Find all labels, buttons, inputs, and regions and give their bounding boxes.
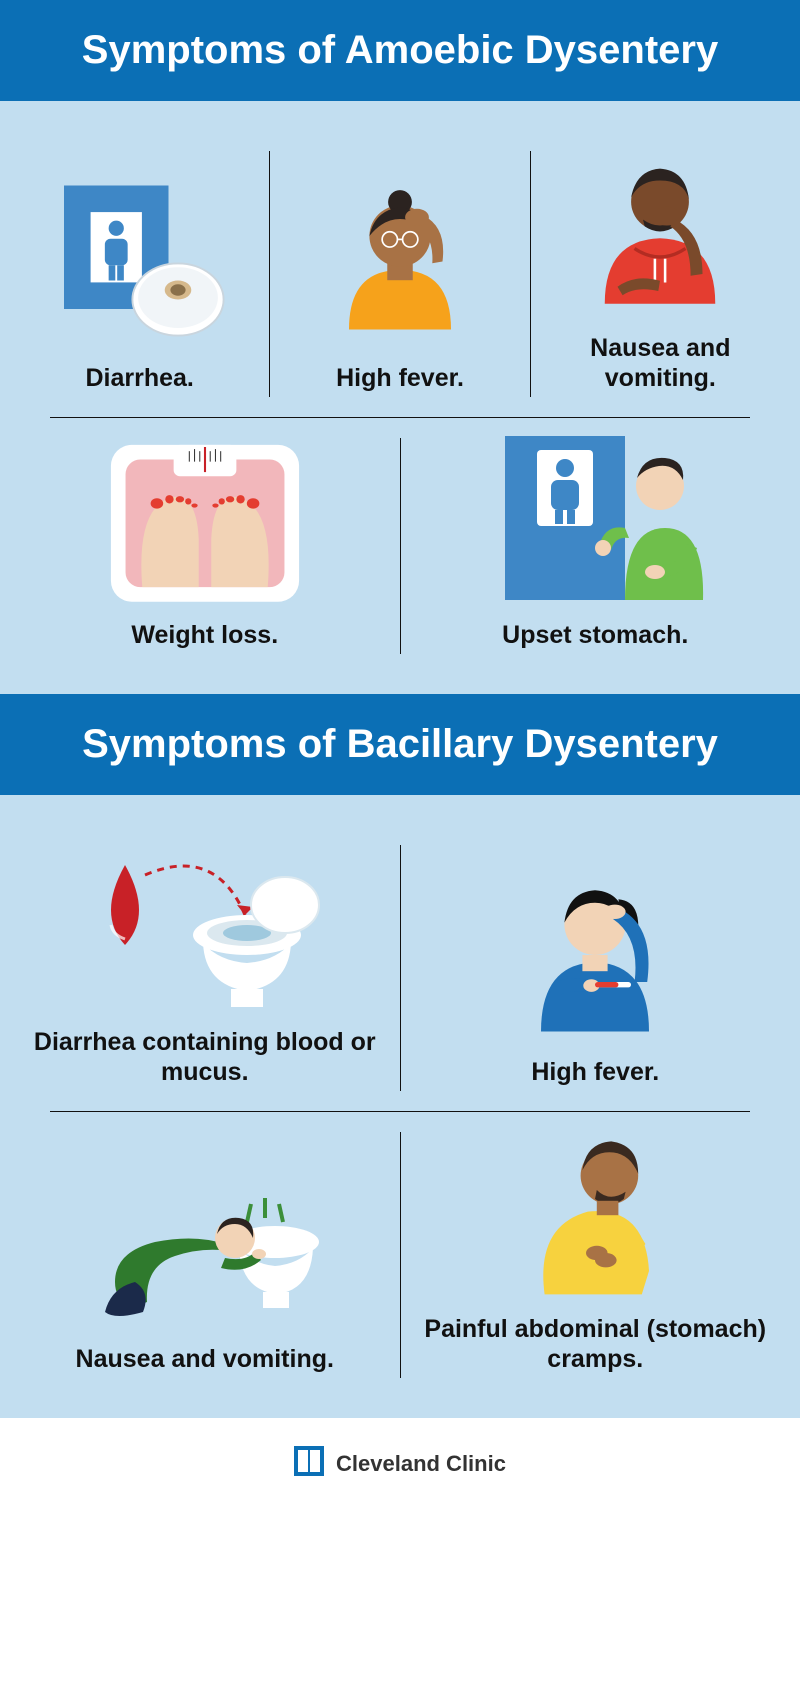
footer: Cleveland Clinic [0, 1418, 800, 1509]
symptom-label: Diarrhea. [85, 363, 193, 393]
symptom-label: Nausea and vomiting. [76, 1344, 334, 1374]
section1-row1: Diarrhea. [10, 131, 790, 417]
symptom-label: Upset stomach. [502, 620, 688, 650]
symptom-cell: Diarrhea. [10, 131, 269, 417]
symptom-cell: Nausea and vomiting. [531, 131, 790, 417]
symptom-cell: Diarrhea containing blood or mucus. [10, 825, 400, 1111]
symptom-label: Painful abdominal (stomach) cramps. [409, 1314, 783, 1374]
section1-header: Symptoms of Amoebic Dysentery [0, 0, 800, 101]
diarrhea-icon [18, 171, 261, 351]
section2-row2: Nausea and vomiting. [10, 1112, 790, 1398]
section2-body: Diarrhea containing blood or mucus. [0, 795, 800, 1418]
fever-icon [278, 171, 521, 351]
symptom-cell: Nausea and vomiting. [10, 1112, 400, 1398]
nausea-icon [539, 141, 782, 321]
vomit-icon [18, 1152, 392, 1332]
section1-body: Diarrhea. [0, 101, 800, 694]
cramps-icon [409, 1122, 783, 1302]
upset-stomach-icon [409, 428, 783, 608]
symptom-label: High fever. [336, 363, 464, 393]
section1-row2: Weight loss. [10, 418, 790, 674]
bloody-diarrhea-icon [18, 835, 392, 1015]
symptom-label: Weight loss. [131, 620, 278, 650]
section1-title: Symptoms of Amoebic Dysentery [82, 28, 718, 72]
section2-title: Symptoms of Bacillary Dysentery [82, 722, 718, 766]
symptom-label: High fever. [531, 1057, 659, 1087]
weight-loss-icon [18, 428, 392, 608]
symptom-cell: Painful abdominal (stomach) cramps. [401, 1112, 791, 1398]
symptom-cell: High fever. [401, 825, 791, 1111]
fever2-icon [409, 865, 783, 1045]
symptom-label: Diarrhea containing blood or mucus. [18, 1027, 392, 1087]
symptom-cell: Weight loss. [10, 418, 400, 674]
symptom-cell: Upset stomach. [401, 418, 791, 674]
brand-logo-icon [294, 1446, 324, 1481]
symptom-label: Nausea and vomiting. [539, 333, 782, 393]
section2-header: Symptoms of Bacillary Dysentery [0, 694, 800, 795]
brand-name: Cleveland Clinic [336, 1451, 506, 1477]
symptom-cell: High fever. [270, 131, 529, 417]
section2-row1: Diarrhea containing blood or mucus. [10, 825, 790, 1111]
